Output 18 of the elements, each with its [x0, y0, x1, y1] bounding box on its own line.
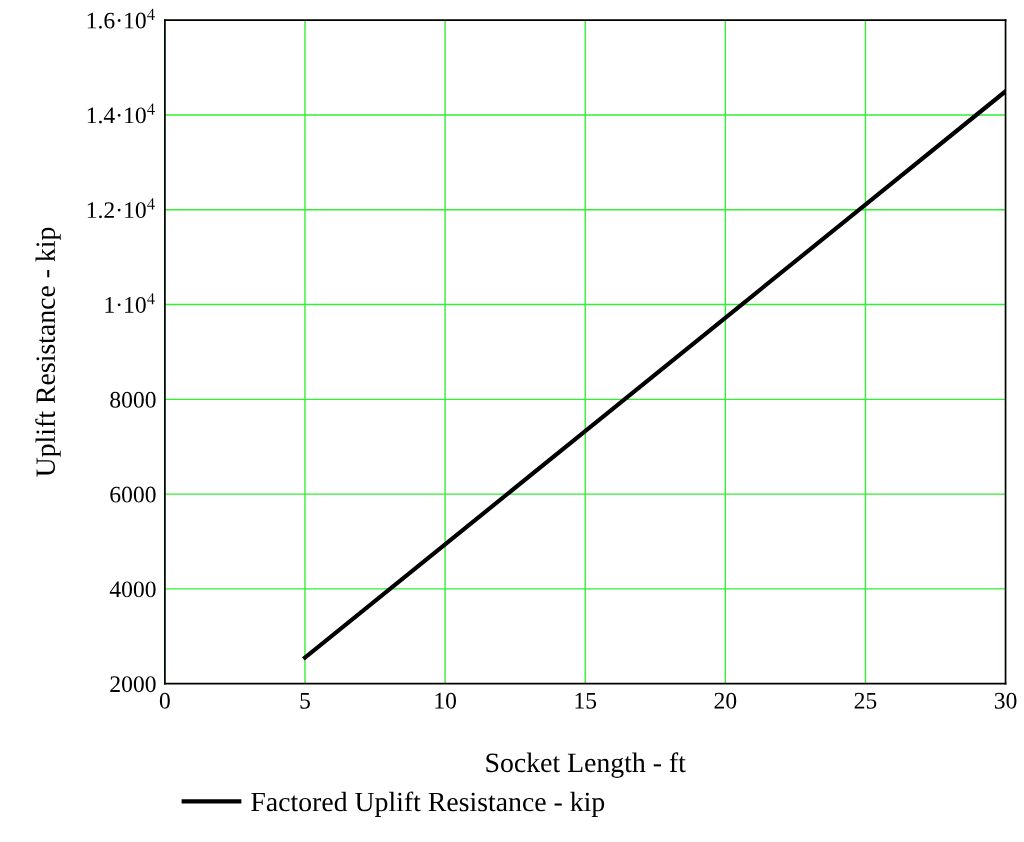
y-tick-label: 1·10$^{4}$ [105, 293, 155, 313]
x-tick-label: 30 [994, 692, 1017, 709]
x-axis-title: Socket Length - ft [486, 752, 686, 778]
y-tick-label: 4000 [109, 581, 156, 598]
y-axis-title: Uplift Resistance - kip [35, 227, 61, 477]
y-tick-label: 1.6·10$^{4}$ [87, 8, 155, 29]
x-tick-label: 15 [575, 692, 597, 709]
y-tick-label: 2000 [110, 676, 156, 693]
y-tick-label: 1.4·10$^{4}$ [87, 103, 155, 124]
y-tick-label: 8000 [110, 391, 156, 408]
legend-label: Factored Uplift Resistance - kip [251, 791, 605, 817]
y-tick-label: 1.2·10$^{4}$ [87, 198, 155, 219]
x-tick-label: 25 [854, 692, 877, 709]
x-tick-label: 20 [714, 692, 737, 709]
x-tick-label: 5 [300, 692, 310, 709]
x-tick-label: 10 [435, 692, 456, 709]
y-tick-label: 6000 [110, 486, 156, 503]
x-tick-label: 0 [159, 692, 170, 709]
